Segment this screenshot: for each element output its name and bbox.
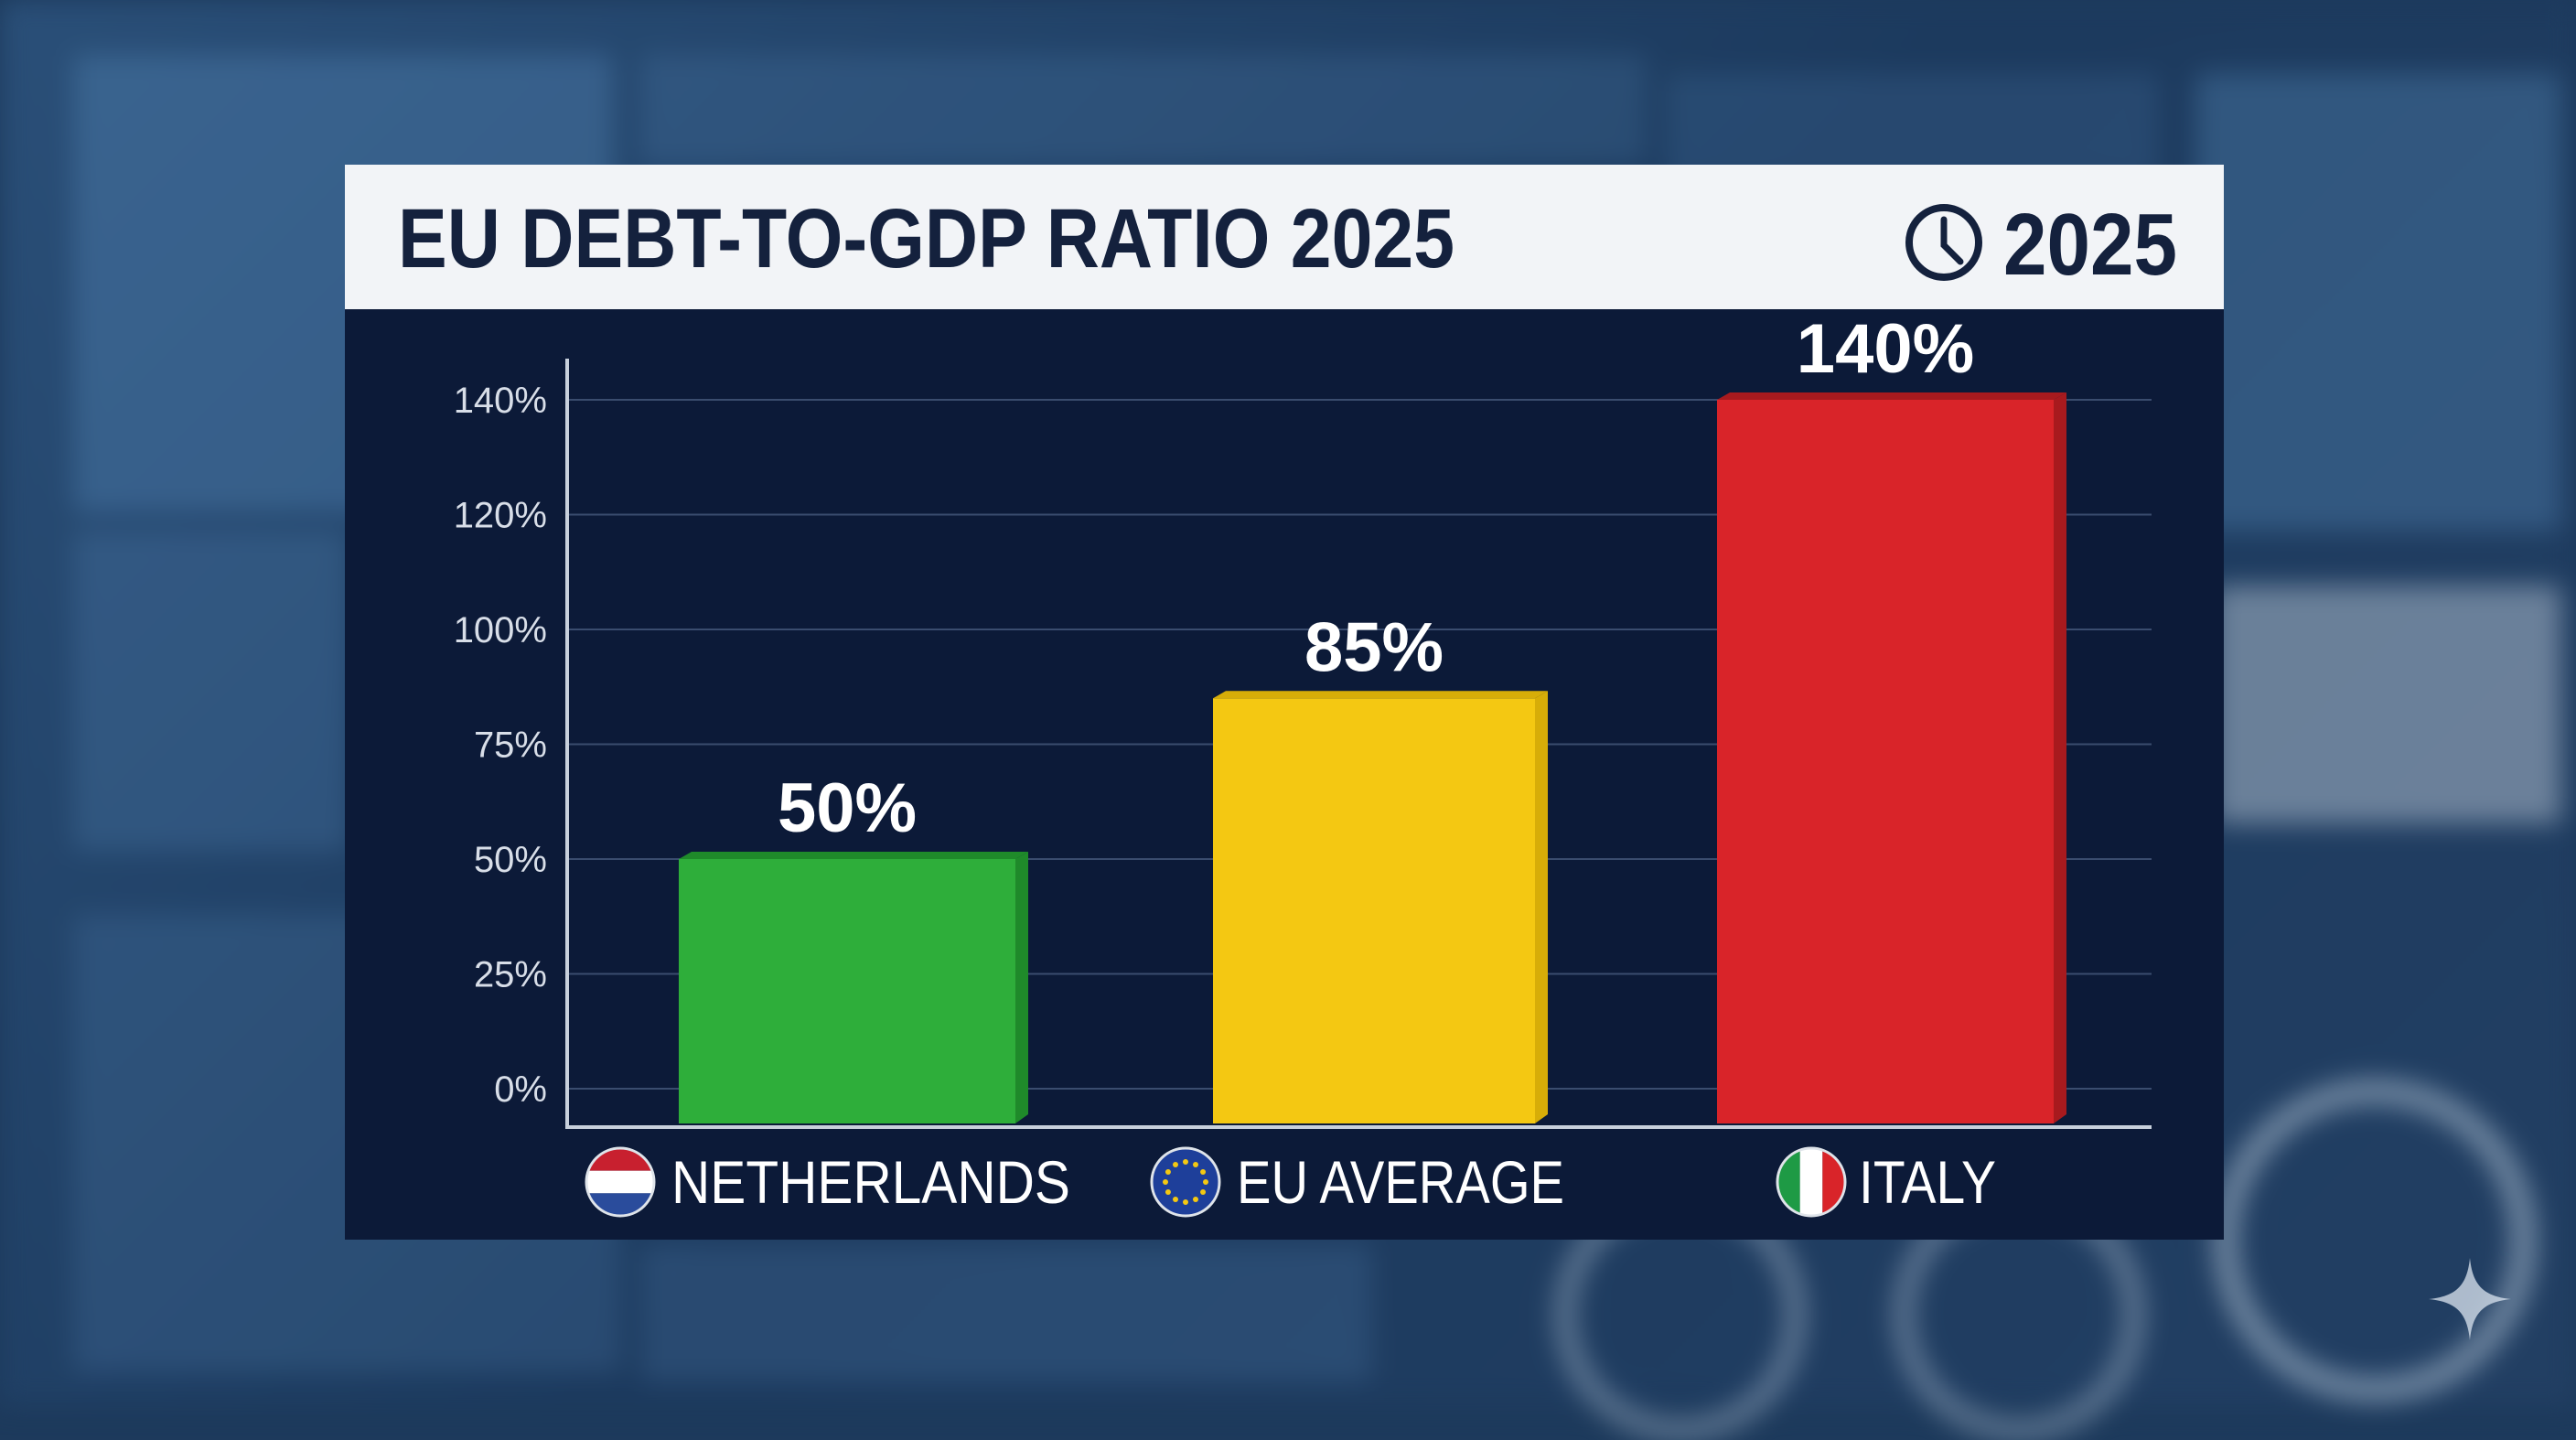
y-tick-label: 50% <box>474 840 547 880</box>
data-label: 85% <box>1304 608 1444 686</box>
y-tick-label: 75% <box>474 725 547 766</box>
bar-top <box>679 852 1028 859</box>
netherlands-flag-icon <box>585 1146 656 1218</box>
y-tick-label: 0% <box>494 1069 547 1110</box>
chart-title: EU DEBT-TO-GDP RATIO 2025 <box>398 192 1454 285</box>
y-tick-label: 25% <box>474 955 547 995</box>
eu-flag-icon <box>1150 1146 1221 1218</box>
y-tick-label: 140% <box>454 381 547 421</box>
data-label: 140% <box>1797 310 1974 388</box>
bar-side <box>1015 852 1028 1123</box>
clock-icon <box>1905 204 1982 281</box>
bar-eu-average <box>1213 698 1535 1123</box>
bar-italy <box>1717 400 2054 1123</box>
year-badge: 2025 <box>2003 196 2177 294</box>
bar-side <box>1535 691 1548 1123</box>
data-label: 50% <box>778 769 917 847</box>
italy-flag-icon <box>1776 1146 1847 1218</box>
y-tick-label: 120% <box>454 496 547 536</box>
bar-netherlands <box>679 859 1015 1123</box>
bar-top <box>1213 691 1548 699</box>
y-tick-label: 100% <box>454 610 547 650</box>
x-category-label: NETHERLANDS <box>671 1148 1070 1216</box>
x-category-label: ITALY <box>1859 1148 1996 1216</box>
bar-side <box>2054 392 2066 1123</box>
chart-panel: EU DEBT-TO-GDP RATIO 2025 2025 0% 25% 50% 7… <box>345 165 2224 1240</box>
x-category-label: EU AVERAGE <box>1237 1148 1564 1216</box>
sparkle-icon <box>2429 1258 2511 1340</box>
bar-top <box>1717 392 2066 400</box>
